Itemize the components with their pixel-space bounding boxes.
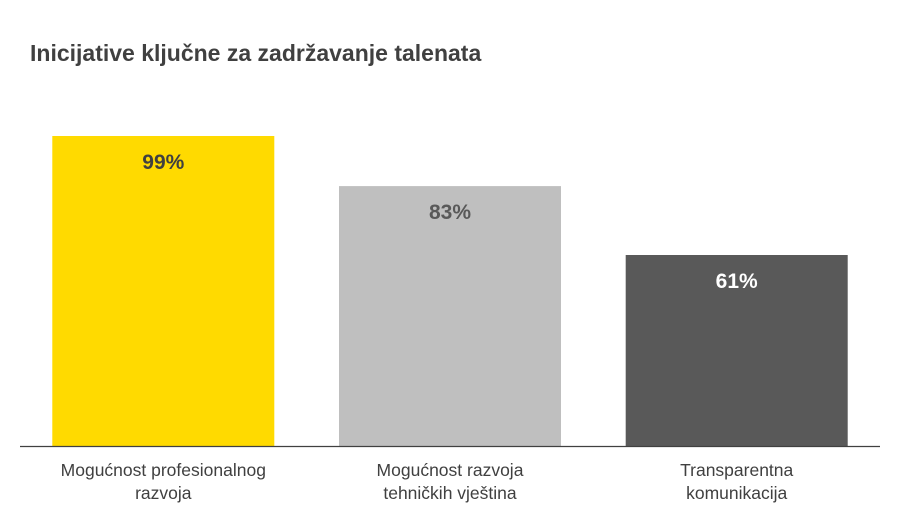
bar-2: [339, 186, 561, 446]
category-label-1: Mogućnost profesionalnog razvoja: [33, 459, 293, 505]
bars-group: [52, 136, 848, 446]
category-label-3: Transparentna komunikacija: [607, 459, 867, 505]
category-label-line: Transparentna: [680, 460, 794, 480]
value-label-2: 83%: [429, 201, 471, 224]
category-label-line: Mogućnost profesionalnog: [60, 460, 266, 480]
chart-title: Inicijative ključne za zadržavanje talen…: [30, 40, 482, 66]
value-labels-group: 99% 83% 61%: [142, 151, 758, 293]
category-label-2: Mogućnost razvoja tehničkih vještina: [320, 459, 580, 505]
value-label-1: 99%: [142, 151, 184, 174]
category-label-line: komunikacija: [686, 483, 788, 503]
bar-3: [625, 255, 848, 446]
bar-1: [52, 136, 275, 446]
category-label-line: razvoja: [135, 483, 192, 503]
category-label-line: Mogućnost razvoja: [376, 460, 524, 480]
value-label-3: 61%: [716, 270, 758, 293]
category-label-line: tehničkih vještina: [383, 483, 517, 503]
